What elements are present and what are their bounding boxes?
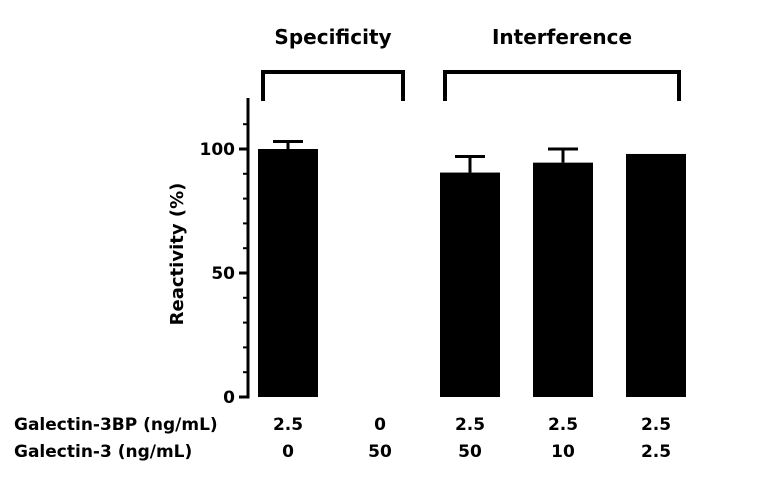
condition-row-label: Galectin-3 (ng/mL) — [14, 442, 192, 462]
condition-value: 50 — [368, 442, 392, 462]
group-brackets: Specificity Interference — [261, 25, 681, 101]
group-label: Specificity — [274, 25, 391, 49]
condition-value: 0 — [374, 415, 386, 435]
condition-value: 0 — [282, 442, 294, 462]
y-tick-label: 100 — [200, 140, 236, 160]
bar — [258, 149, 318, 397]
y-axis-label: Reactivity (%) — [167, 183, 188, 326]
y-tick-label: 0 — [223, 388, 235, 408]
condition-value: 2.5 — [273, 415, 303, 435]
condition-value: 2.5 — [455, 415, 485, 435]
bar — [533, 162, 593, 397]
group-bracket — [443, 70, 681, 101]
group-bracket — [261, 70, 405, 101]
bar — [626, 153, 686, 397]
condition-value: 10 — [551, 442, 575, 462]
bar — [440, 172, 500, 397]
y-tick-label: 50 — [211, 264, 235, 284]
x-condition-table: Galectin-3BP (ng/mL) 2.5 0 2.5 2.5 2.5 Galecti… — [14, 415, 671, 462]
condition-value: 50 — [458, 442, 482, 462]
group-label: Interference — [492, 25, 632, 49]
condition-value: 2.5 — [641, 442, 671, 462]
bars — [258, 140, 686, 397]
condition-value: 2.5 — [548, 415, 578, 435]
condition-value: 2.5 — [641, 415, 671, 435]
y-axis: 0 50 100 — [200, 98, 250, 408]
condition-row-label: Galectin-3BP (ng/mL) — [14, 415, 218, 435]
